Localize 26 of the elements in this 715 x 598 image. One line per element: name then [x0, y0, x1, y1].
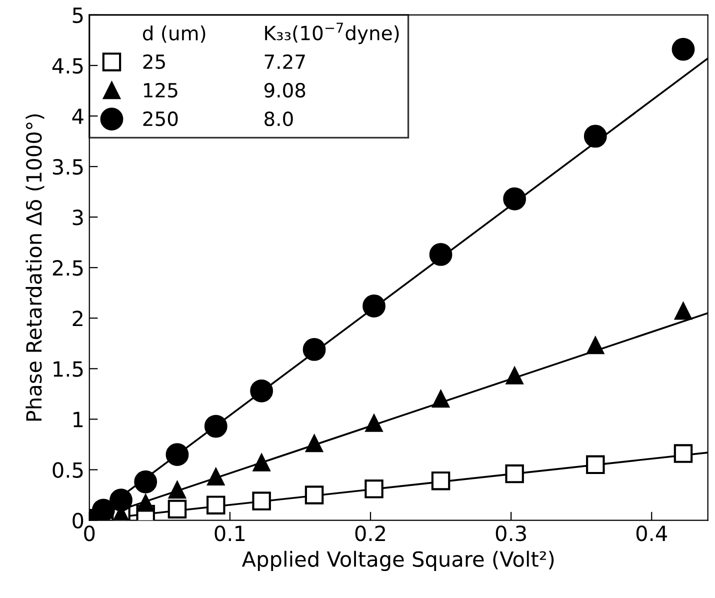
legend-label: 25	[143, 54, 165, 70]
y-tick-label: 1.5	[54, 361, 83, 377]
y-axis-title: Phase Retardation Δδ (1000°)	[26, 114, 44, 421]
x-tick-label: 0.1	[214, 525, 245, 542]
annotation: 8.0	[264, 111, 293, 126]
x-tick-label: 0.4	[636, 525, 668, 542]
y-tick-label: 3	[72, 210, 83, 226]
annotation: K₃₃(10$^{−7}$dyne)	[265, 22, 399, 44]
y-tick-label: 3.5	[52, 158, 83, 175]
annotation: 9.08	[264, 82, 306, 98]
legend-label: 125	[144, 82, 178, 98]
y-tick-label: 4	[72, 108, 84, 124]
y-tick-label: 0	[72, 512, 84, 528]
y-tick-label: 2.5	[52, 260, 83, 276]
y-tick-label: 5	[72, 8, 83, 24]
y-tick-label: 0.5	[52, 462, 83, 478]
legend-label: 250	[143, 111, 178, 126]
x-tick-label: 0.3	[496, 525, 526, 542]
x-tick-label: 0	[84, 525, 95, 542]
y-tick-label: 4.5	[52, 58, 83, 74]
y-tick-label: 2	[72, 310, 82, 326]
y-tick-label: 1	[74, 412, 83, 428]
x-tick-label: 0.2	[355, 525, 385, 542]
legend-title: d (um)	[142, 25, 206, 43]
x-axis-title: Applied Voltage Square (Volt²)	[242, 550, 554, 571]
annotation: 7.27	[264, 54, 305, 69]
